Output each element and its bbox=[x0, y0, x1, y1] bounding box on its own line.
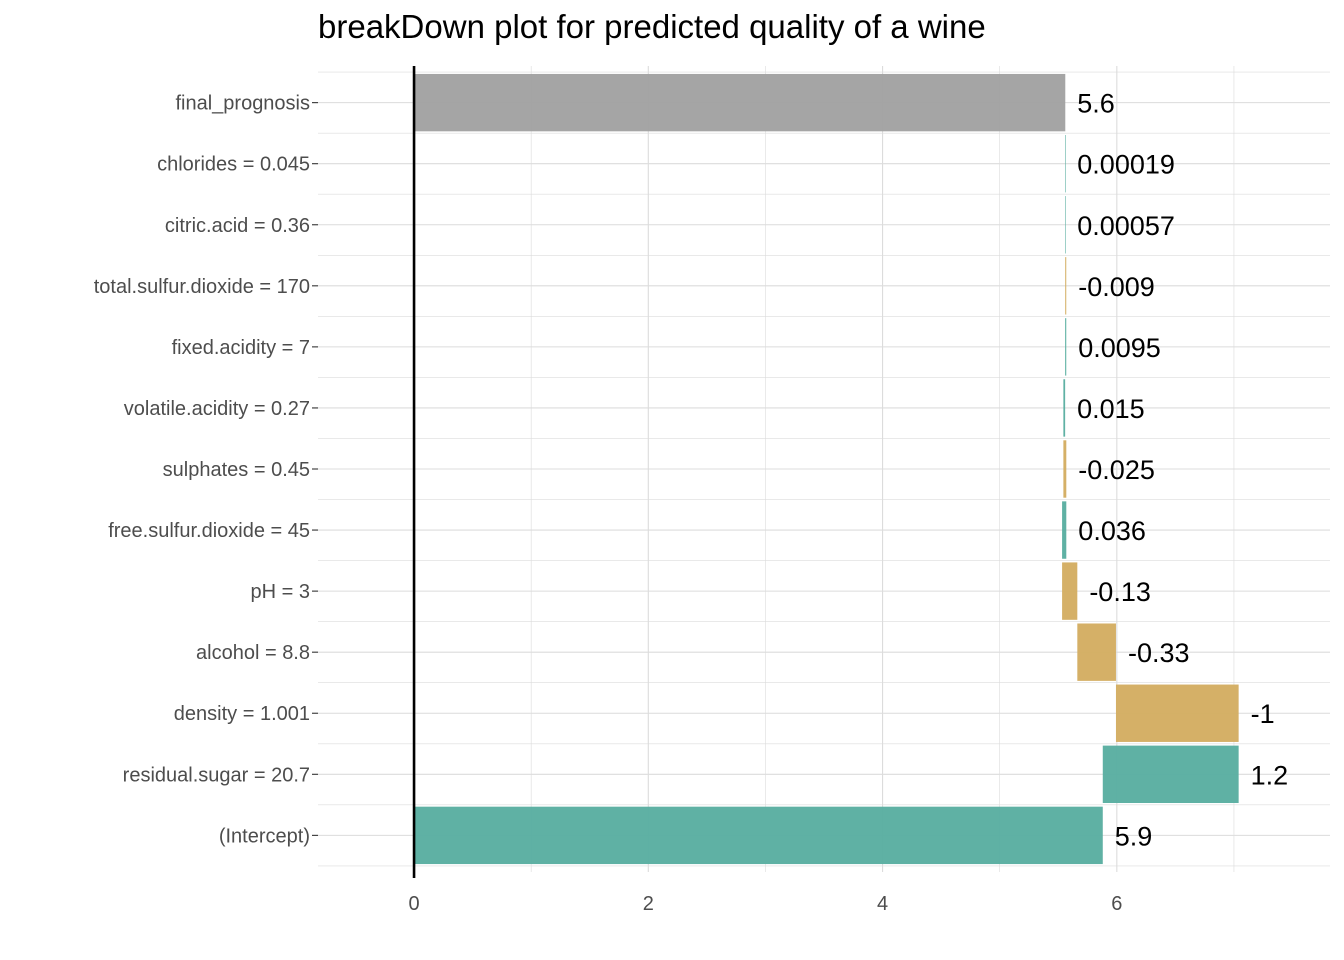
y-tick-label: density = 1.001 bbox=[174, 703, 310, 725]
y-tick-label: sulphates = 0.45 bbox=[163, 459, 310, 481]
y-tick-label: residual.sugar = 20.7 bbox=[123, 764, 310, 786]
y-tick-label: final_prognosis bbox=[175, 93, 310, 115]
y-tick-label: volatile.acidity = 0.27 bbox=[124, 398, 310, 420]
value-label: -0.025 bbox=[1078, 455, 1155, 485]
value-label: -0.33 bbox=[1128, 638, 1190, 668]
value-label: 5.9 bbox=[1115, 821, 1153, 851]
value-label: 0.00019 bbox=[1077, 150, 1175, 180]
value-label: 5.6 bbox=[1077, 89, 1115, 119]
y-tick-label: chlorides = 0.045 bbox=[157, 154, 310, 176]
y-tick-label: alcohol = 8.8 bbox=[196, 642, 310, 664]
bar bbox=[1065, 134, 1066, 193]
y-tick-label: free.sulfur.dioxide = 45 bbox=[108, 520, 310, 542]
y-tick-label: (Intercept) bbox=[219, 825, 310, 847]
x-tick-label: 2 bbox=[643, 893, 654, 915]
y-tick-label: citric.acid = 0.36 bbox=[165, 215, 310, 237]
bar bbox=[1063, 440, 1067, 498]
value-label: 0.00057 bbox=[1077, 211, 1175, 241]
x-tick-label: 0 bbox=[408, 893, 419, 915]
x-tick-labels: 0 2 4 6 bbox=[408, 893, 1122, 915]
y-tick-labels: final_prognosis chlorides = 0.045 citric.a… bbox=[94, 93, 318, 847]
y-tick-label: fixed.acidity = 7 bbox=[172, 337, 310, 359]
bar bbox=[1077, 623, 1116, 681]
x-tick-label: 4 bbox=[877, 893, 888, 915]
bar bbox=[1062, 562, 1078, 620]
value-labels: 5.6 0.00019 0.00057 -0.009 0.0095 0.015 -0.025… bbox=[1077, 89, 1288, 852]
bar bbox=[414, 73, 1066, 132]
bar bbox=[1102, 745, 1239, 804]
x-tick-label: 6 bbox=[1111, 893, 1122, 915]
y-tick-label: total.sulfur.dioxide = 170 bbox=[94, 276, 310, 298]
bar bbox=[1065, 257, 1067, 315]
bar bbox=[1062, 501, 1067, 559]
value-label: 0.036 bbox=[1078, 516, 1146, 546]
bar bbox=[1063, 379, 1066, 437]
value-label: 0.0095 bbox=[1078, 333, 1161, 363]
bars bbox=[412, 66, 1239, 878]
y-tick-label: pH = 3 bbox=[251, 581, 310, 603]
bar bbox=[414, 806, 1103, 865]
value-label: 1.2 bbox=[1251, 760, 1289, 790]
bar bbox=[1065, 318, 1067, 376]
bar bbox=[1115, 684, 1239, 742]
value-label: -1 bbox=[1251, 699, 1275, 729]
value-label: -0.13 bbox=[1089, 577, 1151, 607]
value-label: 0.015 bbox=[1077, 394, 1145, 424]
chart-title: breakDown plot for predicted quality of … bbox=[318, 8, 986, 45]
value-label: -0.009 bbox=[1078, 272, 1155, 302]
bar bbox=[1065, 196, 1066, 254]
